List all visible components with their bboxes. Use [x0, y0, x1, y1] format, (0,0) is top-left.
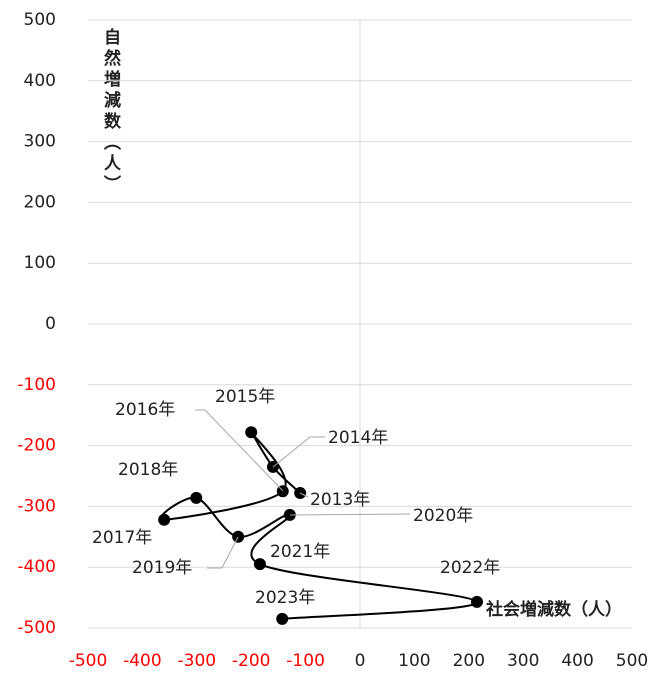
y-tick-label: 0 [45, 314, 56, 334]
y-axis-title: 自然増減数（人） [100, 27, 121, 196]
data-point [276, 612, 289, 625]
y-tick-label: -500 [17, 618, 56, 638]
point-label: 2022年 [440, 558, 500, 578]
data-point [283, 508, 296, 521]
point-label: 2020年 [413, 506, 473, 526]
data-point [245, 426, 258, 439]
leader-line [195, 409, 284, 492]
x-tick-label: -500 [69, 651, 108, 671]
y-tick-label: 500 [24, 10, 56, 30]
leader-line [272, 436, 325, 468]
x-tick-label: 0 [355, 651, 366, 671]
data-point [253, 558, 266, 571]
y-tick-label: -300 [17, 496, 56, 516]
point-label: 2019年 [132, 558, 192, 578]
point-label: 2017年 [92, 528, 152, 548]
point-label: 2014年 [328, 428, 388, 448]
x-tick-label: -300 [178, 651, 217, 671]
x-tick-label: 100 [398, 651, 430, 671]
data-point [158, 513, 171, 526]
x-tick-label: 200 [453, 651, 485, 671]
point-label: 2013年 [310, 490, 370, 510]
y-tick-label: -200 [17, 436, 56, 456]
y-tick-label: 400 [24, 71, 56, 91]
point-label: 2016年 [115, 400, 175, 420]
data-point [232, 530, 245, 543]
x-tick-label: -100 [286, 651, 325, 671]
leader-line [299, 492, 309, 498]
y-tick-label: 100 [24, 253, 56, 273]
x-tick-label: 500 [616, 651, 648, 671]
x-axis-title: 社会増減数（人） [485, 599, 622, 620]
y-tick-label: -400 [17, 557, 56, 577]
x-tick-label: 300 [507, 651, 539, 671]
leader-line [207, 536, 239, 569]
y-tick-label: -100 [17, 375, 56, 395]
point-label: 2021年 [270, 542, 330, 562]
data-point [470, 595, 483, 608]
data-point [190, 491, 203, 504]
point-label: 2018年 [118, 460, 178, 480]
leader-line [289, 513, 411, 516]
x-tick-label: -400 [123, 651, 162, 671]
x-tick-label: 400 [561, 651, 593, 671]
x-tick-label: -200 [232, 651, 271, 671]
point-label: 2015年 [215, 387, 275, 407]
y-tick-label: 300 [24, 132, 56, 152]
y-tick-label: 200 [24, 192, 56, 212]
point-label: 2023年 [255, 588, 315, 608]
